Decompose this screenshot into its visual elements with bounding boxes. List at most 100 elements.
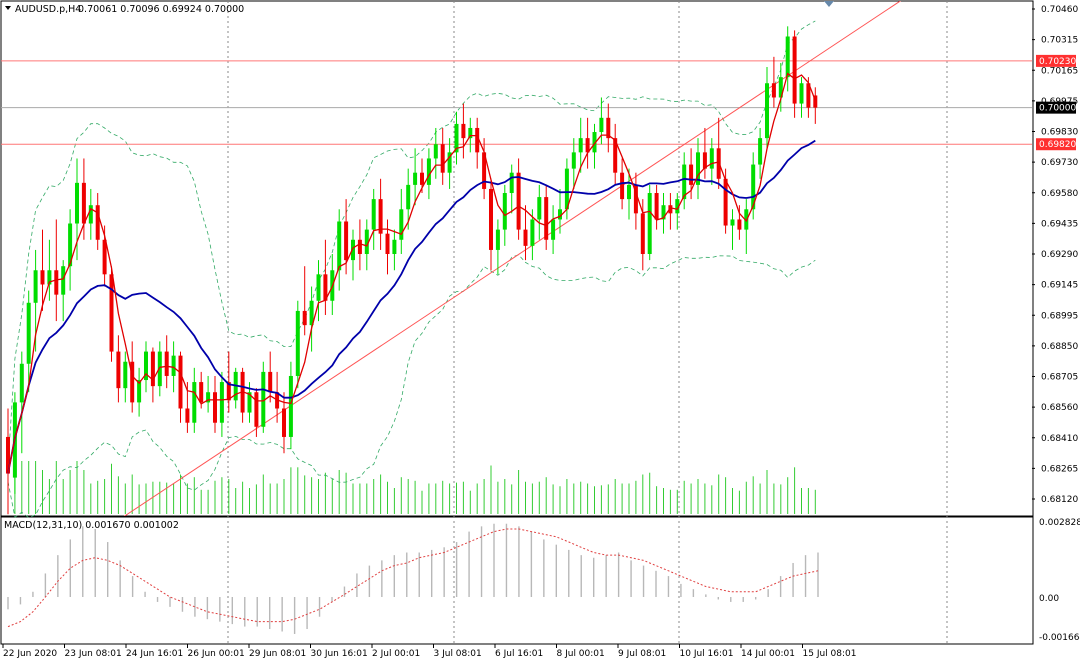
- candle-body: [302, 310, 307, 326]
- candle-body: [137, 380, 142, 403]
- candle-body: [702, 152, 707, 169]
- candle-body: [675, 199, 680, 214]
- candle-body: [606, 117, 611, 139]
- candle-body: [806, 83, 811, 108]
- price-tick-label: 0.69975: [1041, 97, 1078, 107]
- macd-axis: 0.002828 0.00 -0.001664: [1039, 518, 1080, 643]
- candle-body: [599, 117, 604, 133]
- time-tick-label: 22 Jun 2020: [3, 649, 57, 659]
- time-tick-label: 24 Jun 16:01: [126, 649, 183, 659]
- candle-body: [295, 310, 300, 376]
- chart-shift-marker-icon[interactable]: [824, 1, 834, 7]
- candle-body: [47, 270, 52, 285]
- macd-tick-label: 0.002828: [1039, 518, 1080, 528]
- candle-body: [33, 270, 38, 303]
- price-tick-label: 0.68705: [1041, 373, 1078, 383]
- candle-body: [282, 408, 286, 437]
- candle-body: [268, 371, 273, 393]
- candle-body: [730, 219, 735, 226]
- candle-body: [461, 123, 466, 139]
- candle-body: [495, 229, 500, 250]
- macd-label: MACD(12,31,10) 0.001670 0.001002: [4, 520, 179, 531]
- time-axis: 22 Jun 2020 23 Jun 08:01 24 Jun 16:01 26 Ju…: [2, 644, 856, 659]
- price-tick-label: 0.68410: [1041, 434, 1078, 444]
- candle-body: [564, 168, 569, 210]
- price-tag-label: 0.70000: [1039, 104, 1076, 114]
- price-tick-label: 0.69435: [1041, 219, 1078, 229]
- time-tick-label: 6 Jul 16:01: [495, 649, 543, 659]
- candle-body: [344, 221, 349, 261]
- candle-body: [723, 178, 728, 226]
- candle-body: [95, 205, 100, 240]
- macd-tick-label: 0.00: [1039, 594, 1059, 604]
- trendline[interactable]: [8, 0, 905, 593]
- candle-body: [578, 138, 583, 153]
- upper-band: [7, 20, 816, 466]
- candle-body: [799, 83, 804, 104]
- candle-body: [592, 132, 597, 153]
- candle-body: [19, 363, 24, 403]
- candle-body: [206, 392, 211, 403]
- candle-body: [771, 83, 776, 98]
- price-tag: [1036, 101, 1076, 114]
- horizontal-lines[interactable]: [1, 60, 1032, 145]
- price-tick-label: 0.69830: [1041, 128, 1078, 138]
- candle-body: [620, 172, 625, 200]
- candle-body: [171, 355, 176, 376]
- price-tick-label: 0.68560: [1041, 403, 1078, 413]
- candle-body: [489, 188, 493, 250]
- price-tick-label: 0.68120: [1041, 495, 1078, 505]
- moving-averages: [7, 72, 816, 474]
- candle-body: [309, 300, 314, 326]
- indicator-pane[interactable]: [0, 516, 1034, 645]
- lower-band: [7, 254, 816, 519]
- candle-body: [6, 436, 10, 474]
- candle-body: [68, 223, 73, 267]
- candle-body: [778, 77, 783, 98]
- candle-body: [689, 164, 694, 185]
- candle-body: [109, 274, 114, 352]
- time-tick-label: 9 Jul 08:01: [618, 649, 666, 659]
- trend-line[interactable]: [8, 0, 905, 593]
- candle-body: [378, 199, 383, 234]
- candle-body: [81, 182, 86, 224]
- candle-body: [585, 138, 590, 153]
- candle-body: [433, 144, 438, 159]
- candle-body: [696, 152, 700, 185]
- candle-body: [661, 205, 666, 220]
- candle-body: [516, 172, 521, 230]
- candle-body: [523, 229, 528, 246]
- time-tick-label: 23 Jun 08:01: [65, 649, 122, 659]
- candle-body: [392, 239, 397, 254]
- price-tick-label: 0.69145: [1041, 281, 1078, 291]
- candle-body: [323, 274, 328, 301]
- candle-body: [261, 371, 266, 427]
- candle-body: [468, 127, 473, 139]
- time-tick-label: 10 Jul 16:01: [680, 649, 734, 659]
- candle-body: [792, 36, 797, 104]
- price-tag-label: 0.70230: [1039, 57, 1076, 67]
- candle-body: [40, 270, 45, 285]
- bollinger-bands: [7, 20, 816, 519]
- candle-body: [785, 36, 790, 78]
- candle-body: [247, 392, 252, 413]
- price-tag-label: 0.69820: [1039, 140, 1076, 150]
- price-tick-label: 0.68850: [1041, 342, 1078, 352]
- candle-body: [254, 392, 259, 427]
- candle-body: [544, 197, 549, 240]
- candle-body: [813, 95, 818, 108]
- candle-body: [633, 184, 638, 214]
- candle-body: [758, 138, 763, 165]
- candle-body: [364, 229, 369, 254]
- time-tick-label: 8 Jul 00:01: [557, 649, 605, 659]
- candle-body: [337, 221, 342, 271]
- candle-body: [385, 233, 390, 254]
- main-pane[interactable]: [0, 0, 1034, 517]
- candle-body: [413, 172, 418, 185]
- candle-body: [627, 184, 631, 200]
- symbol-menu-icon[interactable]: [5, 6, 11, 10]
- price-tick-label: 0.70460: [1041, 5, 1078, 15]
- candle-body: [420, 172, 424, 185]
- candle-body: [26, 302, 31, 364]
